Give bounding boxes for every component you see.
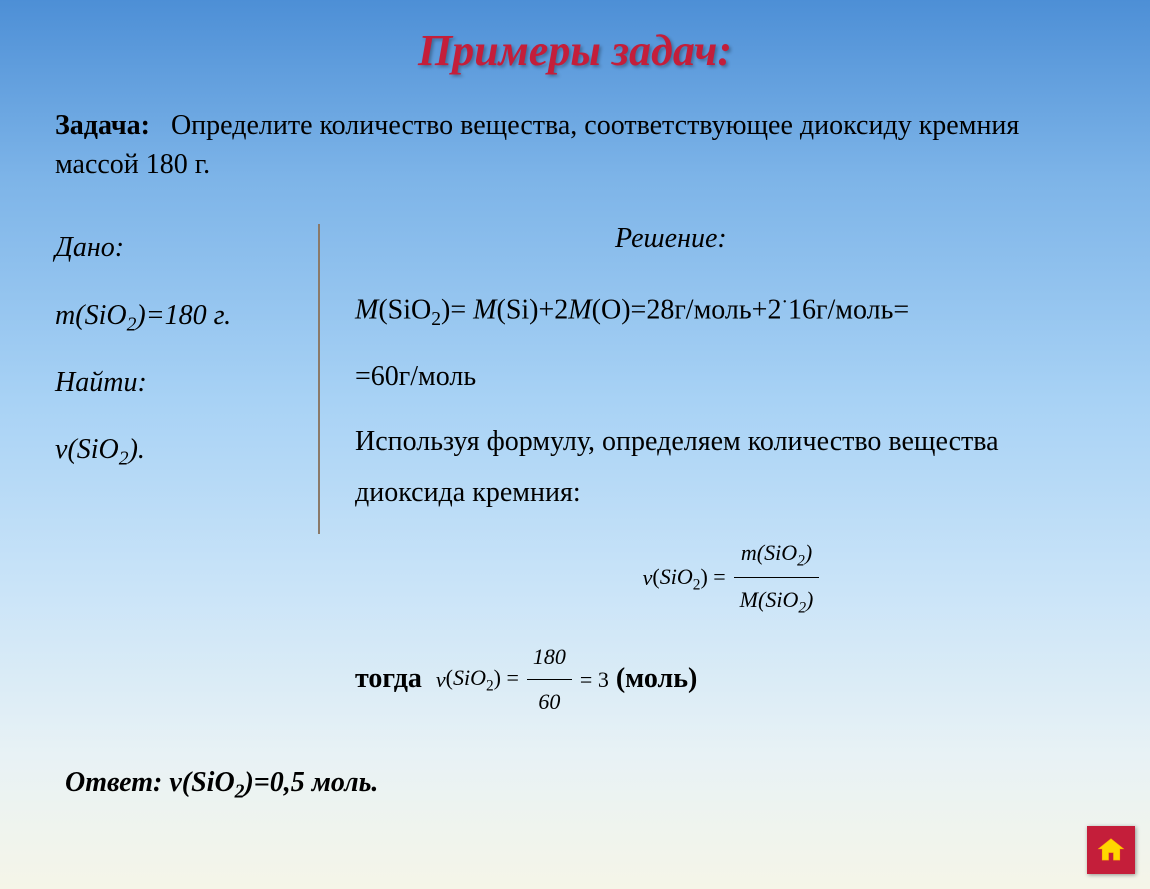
- compound: SiO: [85, 300, 127, 331]
- mol: (моль): [616, 654, 698, 704]
- s3: 2: [797, 553, 805, 570]
- plus: +2: [539, 294, 569, 325]
- M1: M: [355, 294, 378, 325]
- problem-text: Определите количество вещества, соответс…: [55, 110, 1019, 180]
- nu1: v: [643, 558, 653, 598]
- nu-var: v: [55, 434, 67, 465]
- s4: 2: [798, 600, 806, 617]
- molar-mass-line: M(SiO2)= M(Si)+2M(O)=28г/моль+2·16г/моль…: [355, 285, 1115, 337]
- m1: m: [741, 540, 757, 565]
- c5: SiO: [453, 665, 486, 690]
- home-icon: [1096, 835, 1126, 865]
- mass-value: =180 г.: [146, 300, 231, 331]
- M3: M: [568, 294, 591, 325]
- answer-text: v(SiO: [169, 767, 234, 798]
- sub2: 2: [119, 449, 129, 470]
- given-mass: m(SiO2)=180 г.: [55, 282, 295, 349]
- slide-title: Примеры задач:: [0, 25, 1150, 76]
- s5: 2: [486, 678, 494, 695]
- den2: 60: [527, 680, 572, 722]
- v1: 28г/моль+2: [646, 294, 781, 325]
- find-nu: v(SiO2).: [55, 416, 295, 483]
- answer-value: )=0,5 моль.: [244, 767, 378, 798]
- c1: SiO: [388, 294, 432, 325]
- o: O: [601, 294, 621, 325]
- given-heading: Дано:: [55, 214, 295, 281]
- eq2: =: [631, 294, 647, 325]
- c2: SiO: [660, 564, 693, 589]
- answer-line: Ответ: v(SiO2)=0,5 моль.: [65, 767, 1150, 804]
- problem-label: Задача:: [55, 110, 150, 141]
- formula-fraction-1: v(SiO2) = m(SiO2) M(SiO2): [355, 533, 1115, 622]
- v2: 16г/моль=: [788, 294, 909, 325]
- content-area: Дано: m(SiO2)=180 г. Найти: v(SiO2). Реш…: [55, 214, 1150, 736]
- mass-var: m: [55, 300, 75, 331]
- home-button[interactable]: [1087, 826, 1135, 874]
- M4: M: [740, 587, 758, 612]
- solution-column: Решение: M(SiO2)= M(Si)+2M(O)=28г/моль+2…: [355, 214, 1115, 736]
- c4: SiO: [765, 587, 798, 612]
- nu2: v: [436, 660, 446, 700]
- eq3: = 3: [580, 660, 609, 700]
- given-column: Дано: m(SiO2)=180 г. Найти: v(SiO2).: [55, 214, 320, 736]
- then: тогда: [355, 654, 422, 704]
- answer-label: Ответ:: [65, 767, 162, 798]
- explanation-text: Используя формулу, определяем количество…: [355, 417, 1115, 518]
- find-heading: Найти:: [55, 349, 295, 416]
- M2: M: [473, 294, 496, 325]
- answer-sub: 2: [235, 781, 245, 802]
- s2: 2: [693, 576, 701, 593]
- sub: 2: [127, 314, 137, 335]
- solution-heading: Решение:: [615, 214, 1115, 264]
- c3: SiO: [764, 540, 797, 565]
- s1: 2: [431, 309, 441, 330]
- column-divider: [318, 224, 320, 534]
- find-suffix: ).: [129, 434, 145, 465]
- si: Si: [506, 294, 529, 325]
- num2: 180: [527, 637, 572, 680]
- problem-statement: Задача: Определите количество вещества, …: [55, 106, 1055, 184]
- eq1: =: [450, 294, 466, 325]
- compound2: SiO: [77, 434, 119, 465]
- formula-fraction-2: тогда v(SiO2) = 180 60 = 3 (моль): [355, 637, 1115, 721]
- molar-result: =60г/моль: [355, 352, 1115, 402]
